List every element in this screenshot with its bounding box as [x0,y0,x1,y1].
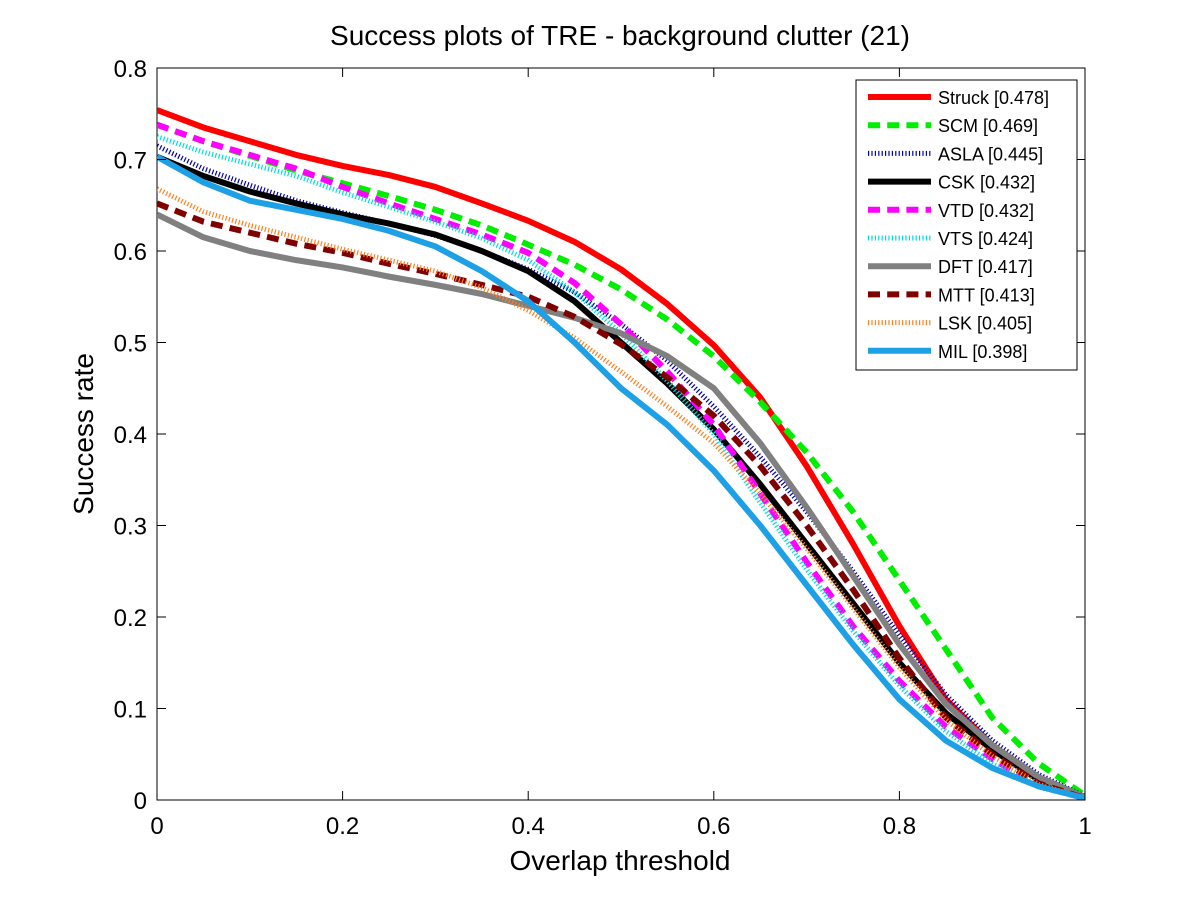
y-tick-label: 0.3 [114,514,147,541]
legend-label-asla: ASLA [0.445] [938,144,1043,164]
legend-label-lsk: LSK [0.405] [938,314,1032,334]
x-tick-label: 1 [1078,813,1091,840]
y-axis-title: Success rate [68,353,99,515]
y-tick-label: 0.7 [114,148,147,175]
legend-label-mil: MIL [0.398] [938,342,1027,362]
series-line-vtd [157,121,1085,800]
x-tick-label: 0.2 [326,813,359,840]
legend-label-vts: VTS [0.424] [938,229,1033,249]
y-tick-label: 0.2 [114,605,147,632]
y-tick-label: 0.4 [114,422,147,449]
y-tick-label: 0 [134,788,147,815]
series-line-lsk [157,186,1085,800]
series-line-mtt [157,200,1085,800]
legend: Struck [0.478] SCM [0.469] ASLA [0.445] CSK… [855,79,1078,371]
y-tick-label: 0.8 [114,56,147,83]
legend-label-csk: CSK [0.432] [938,173,1035,193]
series-line-dft [157,211,1085,800]
x-tick-label: 0.8 [883,813,916,840]
x-tick-label: 0.4 [512,813,545,840]
y-tick-label: 0.1 [114,697,147,724]
legend-label-vtd: VTD [0.432] [938,201,1034,221]
legend-label-dft: DFT [0.417] [938,257,1033,277]
legend-label-struck: Struck [0.478] [938,88,1049,108]
legend-label-scm: SCM [0.469] [938,116,1038,136]
x-axis-title: Overlap threshold [509,845,730,876]
chart-title: Success plots of TRE - background clutte… [330,20,910,51]
x-tick-label: 0 [150,813,163,840]
series-line-mil [157,154,1085,800]
y-tick-label: 0.5 [114,331,147,358]
legend-label-mtt: MTT [0.413] [938,285,1035,305]
x-tick-label: 0.6 [697,813,730,840]
y-tick-label: 0.6 [114,239,147,266]
